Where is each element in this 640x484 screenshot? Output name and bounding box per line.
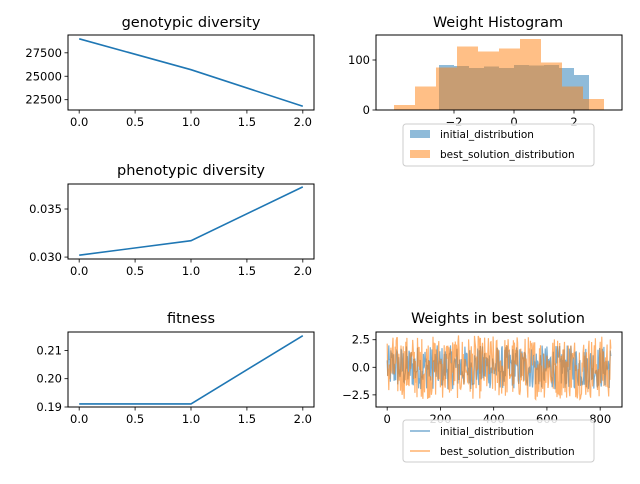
x-tick-label: 1.5 bbox=[238, 412, 256, 426]
x-tick-label: 0.5 bbox=[126, 264, 144, 278]
chart-title: genotypic diversity bbox=[122, 15, 261, 31]
y-tick-label: −2.5 bbox=[342, 388, 370, 402]
y-tick-label: 0.035 bbox=[29, 202, 62, 216]
y-tick-label: 22500 bbox=[25, 93, 62, 107]
y-tick-label: 0.0 bbox=[352, 360, 370, 374]
chart-fitness: fitness 0.0 0.5 1.0 1.5 2.0 0.19 0.20 0.21 bbox=[36, 311, 315, 426]
x-tick-label: 2.0 bbox=[294, 412, 312, 426]
histogram-bar bbox=[583, 99, 604, 110]
x-tick-label: 1.0 bbox=[182, 264, 200, 278]
x-tick-label: 0.0 bbox=[70, 115, 88, 129]
histogram-bar bbox=[478, 51, 499, 110]
x-tick-label: 0 bbox=[384, 412, 391, 426]
histogram-bar bbox=[541, 62, 562, 110]
x-tick-label: 1.5 bbox=[238, 264, 256, 278]
chart-weights-best-solution: Weights in best solution 0 200 400 600 800−2… bbox=[342, 311, 623, 463]
y-tick-label: 0.20 bbox=[36, 372, 62, 386]
y-tick-label: 0.19 bbox=[36, 400, 62, 414]
histogram-bar bbox=[415, 86, 436, 110]
x-tick-label: 2.0 bbox=[294, 264, 312, 278]
x-tick-label: 0.5 bbox=[126, 115, 144, 129]
histogram-bar bbox=[562, 86, 583, 110]
legend-swatch-initial bbox=[410, 130, 430, 138]
legend-label-initial: initial_distribution bbox=[440, 426, 534, 438]
chart-title: Weight Histogram bbox=[433, 15, 563, 31]
histogram-bar bbox=[499, 48, 520, 110]
series-line bbox=[79, 186, 304, 256]
chart-title: Weights in best solution bbox=[411, 311, 585, 327]
legend-box bbox=[402, 123, 595, 167]
x-tick-label: 1.0 bbox=[182, 115, 200, 129]
plot-frame bbox=[67, 183, 315, 260]
x-tick-label: 0.0 bbox=[70, 264, 88, 278]
x-tick-label: 1.0 bbox=[182, 412, 200, 426]
x-tick-label: 0.5 bbox=[126, 412, 144, 426]
x-tick-label: 2.0 bbox=[294, 115, 312, 129]
legend-label-best: best_solution_distribution bbox=[440, 446, 575, 458]
series-line bbox=[78, 38, 304, 108]
chart-title: fitness bbox=[167, 311, 215, 327]
y-tick-label: 0.030 bbox=[29, 250, 62, 264]
plot-frame bbox=[67, 331, 315, 408]
histogram-bar bbox=[520, 39, 541, 110]
x-tick-label: 800 bbox=[589, 412, 611, 426]
series-line bbox=[79, 335, 304, 405]
series-line bbox=[386, 335, 612, 401]
chart-phenotypic-diversity: phenotypic diversity 0.0 0.5 1.0 1.5 2.0 0.03… bbox=[29, 163, 315, 278]
histogram-bar bbox=[457, 46, 478, 110]
legend-box bbox=[402, 419, 595, 463]
y-tick-label: 0.21 bbox=[36, 343, 62, 357]
legend: initial_distribution best_solution_distr… bbox=[402, 419, 595, 463]
histogram-bar bbox=[436, 67, 457, 110]
histogram-bar bbox=[394, 105, 415, 110]
chart-title: phenotypic diversity bbox=[117, 163, 265, 179]
x-tick-label: 0.0 bbox=[70, 412, 88, 426]
y-tick-label: 2.5 bbox=[352, 333, 370, 347]
legend: initial_distribution best_solution_distr… bbox=[402, 123, 595, 167]
legend-label-initial: initial_distribution bbox=[440, 129, 534, 141]
chart-genotypic-diversity: genotypic diversity 0.0 0.5 1.0 1.5 2.0 22500… bbox=[25, 15, 315, 129]
y-tick-label: 100 bbox=[348, 53, 370, 67]
x-tick-label: 2 bbox=[570, 115, 577, 129]
x-tick-label: 1.5 bbox=[238, 115, 256, 129]
y-tick-label: 25000 bbox=[25, 69, 62, 83]
legend-swatch-best bbox=[410, 150, 430, 158]
plot-frame bbox=[375, 34, 623, 111]
legend-label-best: best_solution_distribution bbox=[440, 149, 575, 161]
x-tick-label: 0 bbox=[510, 115, 517, 129]
y-tick-label: 0 bbox=[363, 103, 370, 117]
y-tick-label: 27500 bbox=[25, 46, 62, 60]
plot-frame bbox=[375, 331, 623, 408]
